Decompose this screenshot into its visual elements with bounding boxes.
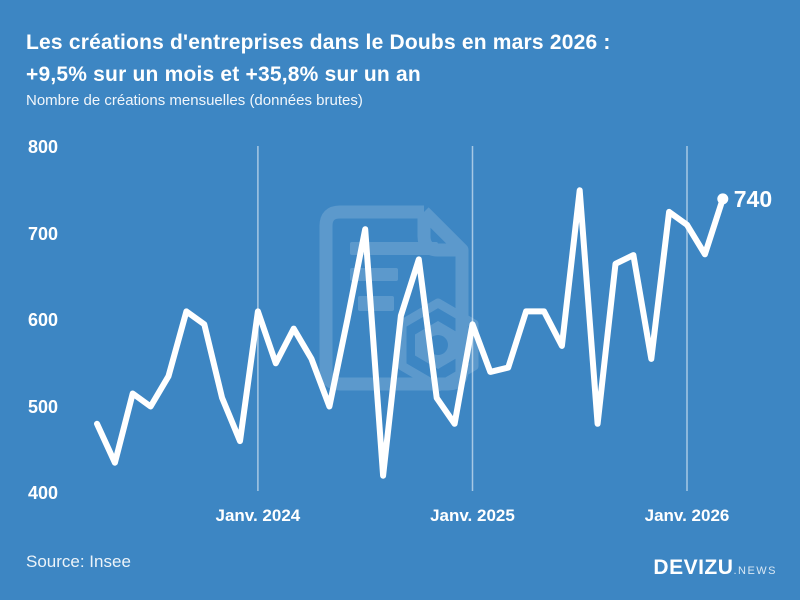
chart-subtitle: Nombre de créations mensuelles (données … bbox=[26, 92, 363, 109]
data-series-line bbox=[94, 187, 726, 479]
brand-name: DEVIZU bbox=[653, 556, 734, 579]
document-watermark-icon bbox=[319, 205, 479, 392]
y-tick-label: 700 bbox=[27, 223, 58, 244]
source-note: Source: Insee bbox=[26, 552, 131, 571]
x-tick-label: Janv. 2025 bbox=[430, 506, 515, 525]
last-value-label: 740 bbox=[733, 185, 773, 212]
brand-logo: DEVIZU.NEWS bbox=[653, 556, 777, 580]
brand-suffix: .NEWS bbox=[733, 565, 777, 577]
y-tick-label: 800 bbox=[27, 137, 58, 157]
y-tick-label: 600 bbox=[27, 310, 58, 330]
y-tick-label: 500 bbox=[27, 396, 58, 417]
chart-title-line2: +9,5% sur un mois et +35,8% sur un an bbox=[26, 63, 421, 86]
y-tick-label: 400 bbox=[27, 483, 58, 503]
x-tick-label: Janv. 2024 bbox=[215, 506, 301, 525]
chart-title-line1: Les créations d'entreprises dans le Doub… bbox=[26, 31, 611, 54]
chart-title: Les créations d'entreprises dans le Doub… bbox=[26, 27, 611, 91]
x-tick-label: Janv. 2026 bbox=[644, 506, 730, 525]
last-point-marker bbox=[717, 193, 729, 205]
